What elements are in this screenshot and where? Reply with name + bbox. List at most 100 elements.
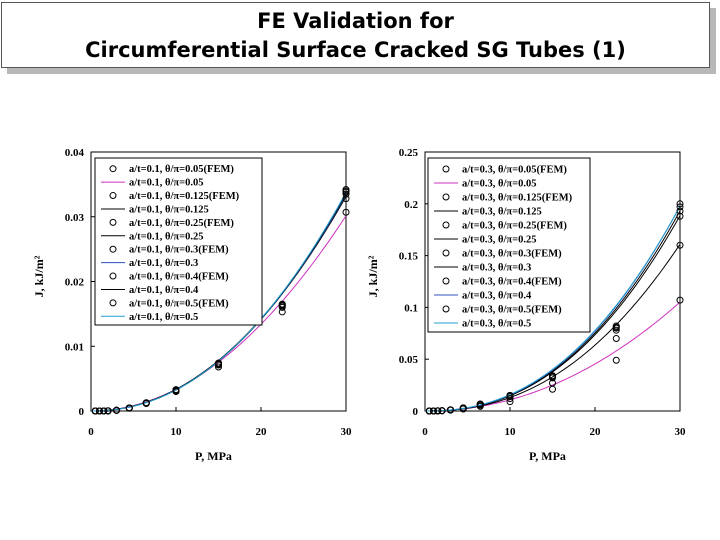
legend-label: a/t=0.1, θ/π=0.3 bbox=[129, 258, 198, 269]
legend-label: a/t=0.1, θ/π=0.05 bbox=[129, 178, 204, 189]
data-point bbox=[425, 407, 433, 415]
legend-label: a/t=0.1, θ/π=0.4(FEM) bbox=[129, 272, 229, 283]
legend-marker bbox=[442, 249, 450, 257]
chart-1: 0 0.01 0.02 0.03 0.04 0 10 20 30 P, MPa J, kJ/m² a/… bbox=[32, 147, 352, 463]
legend-marker bbox=[442, 165, 450, 173]
data-point bbox=[506, 395, 514, 403]
y-tick-label: 0.01 bbox=[65, 341, 84, 353]
y-tick-label: 0.05 bbox=[399, 354, 419, 366]
data-point bbox=[342, 208, 350, 216]
data-point bbox=[476, 400, 484, 408]
data-point bbox=[113, 406, 120, 414]
data-point bbox=[100, 407, 108, 415]
x-tick-label: 30 bbox=[675, 426, 687, 438]
legend-marker bbox=[109, 272, 117, 280]
data-point bbox=[676, 203, 684, 211]
data-point bbox=[676, 200, 684, 208]
data-point bbox=[342, 186, 350, 194]
legend-marker bbox=[442, 221, 450, 229]
legend-marker bbox=[109, 218, 117, 226]
legend-marker bbox=[442, 193, 450, 201]
x-tick-label: 10 bbox=[171, 426, 183, 438]
data-point bbox=[104, 407, 112, 415]
data-point bbox=[549, 372, 556, 380]
data-point bbox=[96, 407, 103, 415]
legend-label: a/t=0.3, θ/π=0.05(FEM) bbox=[462, 165, 567, 176]
x-tick-label: 20 bbox=[256, 426, 268, 438]
y-tick-label: 0.2 bbox=[404, 199, 418, 211]
legend-marker bbox=[442, 277, 450, 285]
x-tick-label: 30 bbox=[341, 426, 353, 438]
y-tick-label: 0 bbox=[79, 406, 85, 418]
slide-title-line2: Circumferential Surface Cracked SG Tubes… bbox=[85, 38, 626, 62]
data-point bbox=[342, 190, 350, 198]
data-point bbox=[142, 399, 150, 407]
legend-marker bbox=[109, 299, 117, 307]
x-tick-label: 10 bbox=[505, 426, 517, 438]
legend-marker bbox=[109, 192, 117, 200]
x-tick-label: 20 bbox=[590, 426, 602, 438]
legend-label: a/t=0.1, θ/π=0.125(FEM) bbox=[129, 191, 240, 202]
legend-label: a/t=0.1, θ/π=0.25(FEM) bbox=[129, 218, 234, 229]
y-tick-label: 0 bbox=[413, 406, 419, 418]
data-point bbox=[676, 296, 684, 304]
data-point bbox=[125, 404, 133, 412]
data-point bbox=[278, 300, 286, 308]
data-point bbox=[459, 404, 467, 412]
legend-marker bbox=[442, 305, 450, 313]
legend-label: a/t=0.1, θ/π=0.125 bbox=[129, 204, 209, 215]
legend-box bbox=[94, 157, 263, 326]
legend-label: a/t=0.3, θ/π=0.5 bbox=[462, 319, 531, 330]
y-tick-label: 0.25 bbox=[399, 147, 419, 159]
x-tick-label: 0 bbox=[422, 426, 428, 438]
legend-label: a/t=0.1, θ/π=0.25 bbox=[129, 231, 204, 242]
data-point bbox=[676, 212, 684, 220]
data-point bbox=[612, 356, 620, 364]
x-axis-label: P, MPa bbox=[529, 449, 566, 463]
legend-label: a/t=0.3, θ/π=0.5(FEM) bbox=[462, 305, 562, 316]
legend-marker bbox=[109, 245, 117, 253]
legend-label: a/t=0.3, θ/π=0.25(FEM) bbox=[462, 221, 567, 232]
legend-label: a/t=0.3, θ/π=0.4(FEM) bbox=[462, 277, 562, 288]
legend-label: a/t=0.1, θ/π=0.5 bbox=[129, 312, 198, 323]
legend-label: a/t=0.3, θ/π=0.125(FEM) bbox=[462, 193, 573, 204]
legend-label: a/t=0.3, θ/π=0.25 bbox=[462, 235, 537, 246]
x-axis-label: P, MPa bbox=[195, 449, 232, 463]
x-tick-label: 0 bbox=[88, 426, 94, 438]
legend-label: a/t=0.1, θ/π=0.3(FEM) bbox=[129, 245, 229, 256]
legend-label: a/t=0.3, θ/π=0.125 bbox=[462, 207, 542, 218]
legend-marker bbox=[109, 165, 117, 173]
legend-box bbox=[427, 157, 591, 333]
data-point bbox=[172, 386, 180, 394]
data-point bbox=[676, 207, 684, 215]
y-tick-label: 0.02 bbox=[65, 277, 85, 289]
data-point bbox=[612, 326, 620, 334]
legend-label: a/t=0.1, θ/π=0.5(FEM) bbox=[129, 298, 229, 309]
data-point bbox=[215, 363, 222, 371]
data-point bbox=[612, 322, 620, 330]
data-point bbox=[506, 391, 514, 399]
data-point bbox=[676, 241, 684, 249]
data-point bbox=[438, 407, 446, 415]
data-point bbox=[430, 407, 437, 415]
data-point bbox=[215, 359, 222, 367]
y-tick-label: 0.04 bbox=[65, 147, 85, 159]
data-point bbox=[434, 407, 442, 415]
series-line bbox=[424, 205, 681, 412]
y-tick-label: 0.03 bbox=[65, 212, 85, 224]
data-point bbox=[91, 407, 99, 415]
y-axis-label: J, kJ/m² bbox=[366, 255, 380, 297]
legend-label: a/t=0.3, θ/π=0.4 bbox=[462, 291, 532, 302]
y-tick-label: 0.1 bbox=[404, 302, 418, 314]
slide-title-box: FE Validation for Circumferential Surfac… bbox=[1, 2, 710, 68]
legend-label: a/t=0.3, θ/π=0.3 bbox=[462, 263, 531, 274]
slide-title-line1: FE Validation for bbox=[257, 9, 454, 33]
data-point bbox=[612, 334, 620, 342]
y-tick-label: 0.15 bbox=[399, 251, 419, 263]
legend-label: a/t=0.3, θ/π=0.05 bbox=[462, 179, 537, 190]
legend-label: a/t=0.1, θ/π=0.05(FEM) bbox=[129, 164, 234, 175]
chart-2: 0 0.05 0.1 0.15 0.2 0.25 0 10 20 30 P, MPa J, kJ/m²… bbox=[366, 147, 686, 463]
data-point bbox=[447, 406, 454, 414]
y-axis-label: J, kJ/m² bbox=[32, 255, 46, 297]
